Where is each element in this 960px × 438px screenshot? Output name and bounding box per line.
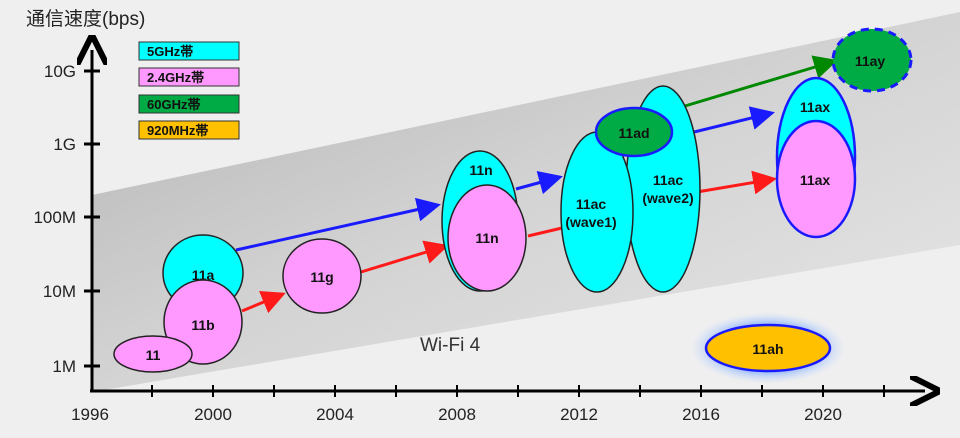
arrow-11n-to-11ac-red <box>527 226 563 238</box>
node-11: 11 <box>113 335 193 373</box>
y-tick-1m: 1M <box>52 357 76 376</box>
svg-text:11b: 11b <box>191 317 214 333</box>
svg-text:(wave2): (wave2) <box>642 190 693 206</box>
legend-item-5ghz: 5GHz帯 <box>138 41 240 61</box>
svg-text:11ax: 11ax <box>800 99 831 115</box>
svg-text:11ah: 11ah <box>752 341 783 357</box>
svg-text:11ay: 11ay <box>855 53 886 69</box>
node-11ah: 11ah <box>690 312 846 384</box>
svg-text:2.4GHz帯: 2.4GHz帯 <box>147 70 204 85</box>
arrow-11g-to-11n <box>360 240 449 274</box>
arrow-11b-to-11g <box>241 290 286 314</box>
band-label-wifi4: Wi-Fi 4 <box>420 335 481 356</box>
svg-text:11ax: 11ax <box>800 172 831 188</box>
svg-text:11ad: 11ad <box>618 125 649 141</box>
y-tick-10m: 10M <box>43 282 76 301</box>
y-tick-labels: 10G 1G 100M 10M 1M <box>33 62 76 376</box>
x-tick-2004: 2004 <box>316 405 354 424</box>
node-11n-2-4ghz: 11n <box>447 184 527 292</box>
svg-text:11g: 11g <box>310 269 333 285</box>
svg-text:11n: 11n <box>475 230 498 246</box>
arrow-11ad-to-11ay <box>664 55 838 114</box>
x-tick-2016: 2016 <box>682 405 720 424</box>
x-tick-2012: 2012 <box>560 405 598 424</box>
x-tick-1996: 1996 <box>71 405 109 424</box>
svg-text:11: 11 <box>146 347 161 363</box>
y-ticks <box>84 69 100 368</box>
legend: 5GHz帯 2.4GHz帯 60GHz帯 920MHz帯 <box>138 41 240 140</box>
svg-text:920MHz帯: 920MHz帯 <box>147 123 208 138</box>
svg-text:11ac: 11ac <box>653 172 684 188</box>
node-11g: 11g <box>282 238 362 314</box>
node-11ad: 11ad <box>594 106 674 158</box>
svg-text:11a: 11a <box>192 267 215 283</box>
arrow-11a-to-11n <box>235 197 441 252</box>
y-tick-100m: 100M <box>33 208 76 227</box>
x-tick-2008: 2008 <box>438 405 476 424</box>
node-11ac-wave1: 11ac (wave1) <box>560 131 634 293</box>
x-tick-2000: 2000 <box>194 405 232 424</box>
arrow-11ac-to-11ax-24 <box>690 170 777 195</box>
node-11ay: 11ay <box>831 27 913 93</box>
x-ticks <box>151 385 885 397</box>
y-tick-10g: 10G <box>44 62 76 81</box>
svg-text:11n: 11n <box>469 162 492 178</box>
x-tick-2020: 2020 <box>804 405 842 424</box>
svg-text:60GHz帯: 60GHz帯 <box>147 97 200 112</box>
legend-item-60ghz: 60GHz帯 <box>138 94 240 114</box>
y-tick-1g: 1G <box>53 135 76 154</box>
arrows <box>235 55 838 314</box>
arrow-11ac-to-11ax-5 <box>689 106 775 135</box>
legend-item-920mhz: 920MHz帯 <box>138 120 240 140</box>
legend-item-2-4ghz: 2.4GHz帯 <box>138 67 240 87</box>
svg-text:11ac: 11ac <box>576 196 607 212</box>
y-axis-title: 通信速度(bps) <box>26 8 145 30</box>
svg-text:5GHz帯: 5GHz帯 <box>147 44 193 59</box>
x-tick-labels: 1996 2000 2004 2008 2012 2016 2020 <box>71 405 842 424</box>
arrow-11n-to-11ac <box>515 170 563 195</box>
svg-text:(wave1): (wave1) <box>565 214 616 230</box>
node-11ax-2-4ghz: 11ax <box>775 119 857 239</box>
